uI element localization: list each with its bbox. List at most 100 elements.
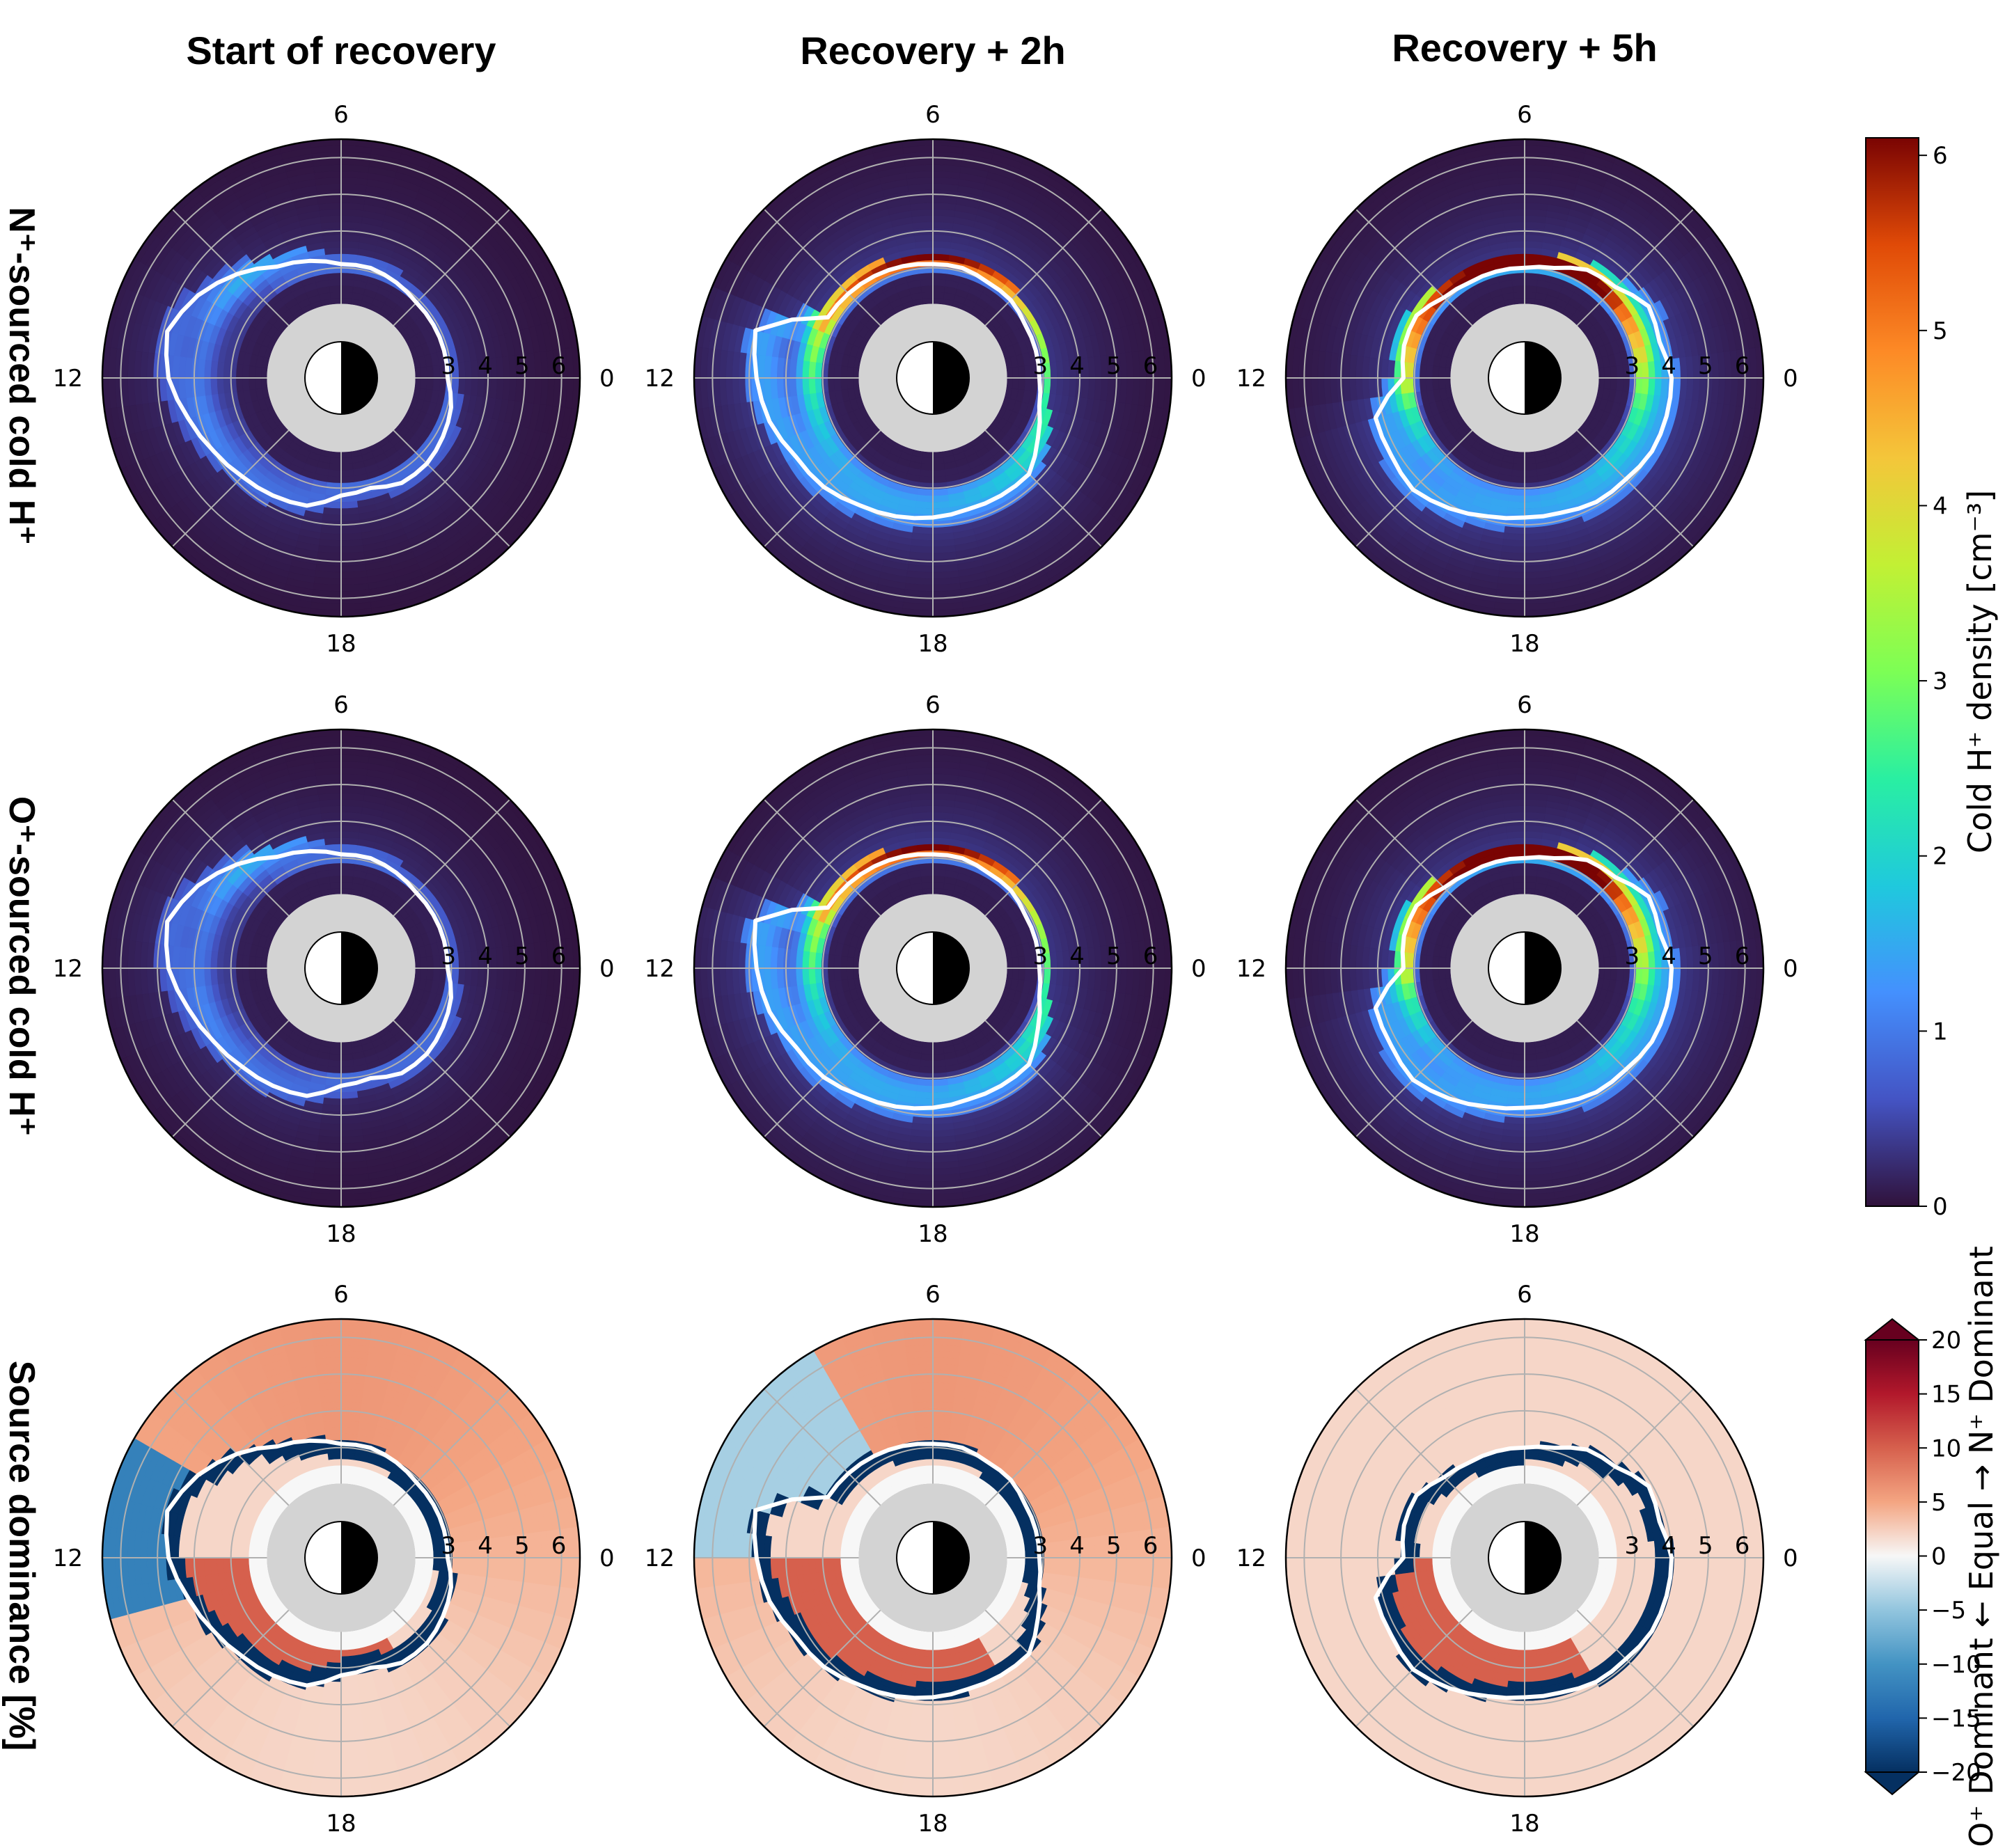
- mlt-label-bottom: 18: [1509, 630, 1539, 658]
- heatmap-cell: [1635, 377, 1643, 394]
- heatmap-cell: [1524, 285, 1537, 293]
- heatmap-cell: [254, 377, 262, 390]
- heatmap-cell: [920, 285, 934, 293]
- heatmap-cell: [420, 377, 428, 390]
- heatmap-cell: [340, 507, 360, 516]
- mlt-label-left: 12: [645, 365, 675, 393]
- heatmap-cell: [322, 1097, 342, 1106]
- heatmap-cell: [1506, 507, 1525, 516]
- heatmap-cell: [808, 361, 817, 379]
- heatmap-cell: [1510, 475, 1525, 484]
- heatmap-cell: [846, 366, 854, 379]
- heatmap-cell: [1425, 365, 1433, 379]
- heatmap-cell: [1406, 377, 1415, 394]
- mlt-label-right: 0: [1783, 365, 1798, 393]
- heatmap-cell: [1647, 377, 1656, 395]
- heatmap-cell: [795, 359, 804, 379]
- heatmap-cell: [1043, 377, 1051, 394]
- heatmap-cell: [340, 240, 360, 249]
- heatmap-cell: [1524, 475, 1539, 484]
- heatmap-cell: [1068, 377, 1077, 397]
- radial-tick-label: 6: [551, 352, 567, 380]
- heatmap-cell: [1024, 377, 1032, 391]
- heatmap-cell: [1049, 377, 1057, 395]
- heatmap-cell: [1524, 507, 1543, 516]
- mlt-label-top: 6: [925, 101, 941, 129]
- column-title-2: Recovery + 2h: [800, 29, 1065, 72]
- heatmap-cell: [1616, 377, 1624, 391]
- heatmap-cell: [242, 365, 250, 379]
- heatmap-cell: [248, 377, 256, 390]
- radial-tick-label: 3: [1624, 352, 1640, 380]
- heatmap-cell: [327, 272, 342, 281]
- heatmap-cell: [242, 955, 250, 969]
- heatmap-cell: [932, 463, 945, 471]
- heatmap-cell: [432, 365, 441, 379]
- heatmap-cell: [451, 968, 459, 984]
- heatmap-cell: [789, 358, 798, 379]
- heatmap-cell: [1641, 361, 1649, 379]
- heatmap-cell: [470, 377, 479, 397]
- heatmap-cell: [789, 377, 798, 397]
- heatmap-cell: [420, 956, 428, 969]
- heatmap-cell: [329, 1047, 342, 1055]
- heatmap-cell: [1524, 457, 1536, 465]
- heatmap-cell: [1641, 377, 1649, 395]
- heatmap-cell: [235, 377, 244, 393]
- heatmap-cell: [329, 285, 342, 293]
- heatmap-cell: [235, 968, 244, 983]
- heatmap-cell: [1438, 377, 1446, 390]
- heatmap-cell: [340, 862, 356, 871]
- heatmap-cell: [920, 469, 934, 477]
- heatmap-cell: [932, 488, 949, 496]
- heatmap-cell: [1524, 272, 1539, 281]
- heatmap-cell: [932, 246, 950, 255]
- heatmap-cell: [464, 951, 473, 969]
- heatmap-cell: [457, 377, 466, 395]
- heatmap-cell: [1524, 278, 1538, 287]
- heatmap-cell: [1018, 365, 1026, 379]
- heatmap-cell: [340, 463, 354, 471]
- heatmap-cell: [1603, 377, 1612, 390]
- heatmap-cell: [470, 968, 479, 987]
- heatmap-cell: [340, 830, 360, 839]
- heatmap-cell: [1513, 291, 1525, 299]
- heatmap-cell: [340, 875, 354, 883]
- heatmap-cell: [340, 1103, 361, 1112]
- mlt-label-left: 12: [53, 365, 83, 393]
- heatmap-cell: [328, 469, 342, 477]
- heatmap-cell: [340, 869, 354, 877]
- heatmap-cell: [1524, 463, 1537, 471]
- mlt-label-bottom: 18: [326, 630, 356, 658]
- heatmap-cell: [913, 234, 934, 243]
- heatmap-cell: [340, 253, 358, 262]
- heatmap-cell: [920, 278, 934, 287]
- heatmap-cell: [457, 968, 466, 985]
- heatmap-cell: [340, 1066, 356, 1074]
- heatmap-cell: [329, 1053, 342, 1061]
- heatmap-cell: [327, 475, 342, 484]
- heatmap-cell: [340, 475, 356, 484]
- heatmap-cell: [801, 377, 810, 395]
- heatmap-cell: [1431, 377, 1440, 390]
- mlt-label-left: 12: [1236, 365, 1266, 393]
- heatmap-cell: [197, 377, 206, 397]
- heatmap-cell: [1524, 469, 1538, 477]
- heatmap-cell: [322, 240, 342, 249]
- heatmap-cell: [932, 291, 945, 299]
- heatmap-cell: [476, 377, 485, 397]
- heatmap-cell: [918, 475, 934, 484]
- heatmap-cell: [328, 869, 342, 877]
- heatmap-cell: [340, 1097, 360, 1106]
- heatmap-cell: [1438, 366, 1446, 379]
- heatmap-cell: [1513, 457, 1525, 465]
- heatmap-cell: [1393, 361, 1402, 379]
- heatmap-cell: [340, 844, 358, 852]
- heatmap-cell: [340, 291, 353, 299]
- heatmap-cell: [1055, 377, 1064, 395]
- heatmap-cell: [248, 365, 256, 379]
- heatmap-cell: [340, 234, 361, 243]
- heatmap-cell: [846, 377, 854, 390]
- heatmap-cell: [827, 363, 835, 379]
- heatmap-cell: [340, 1047, 353, 1055]
